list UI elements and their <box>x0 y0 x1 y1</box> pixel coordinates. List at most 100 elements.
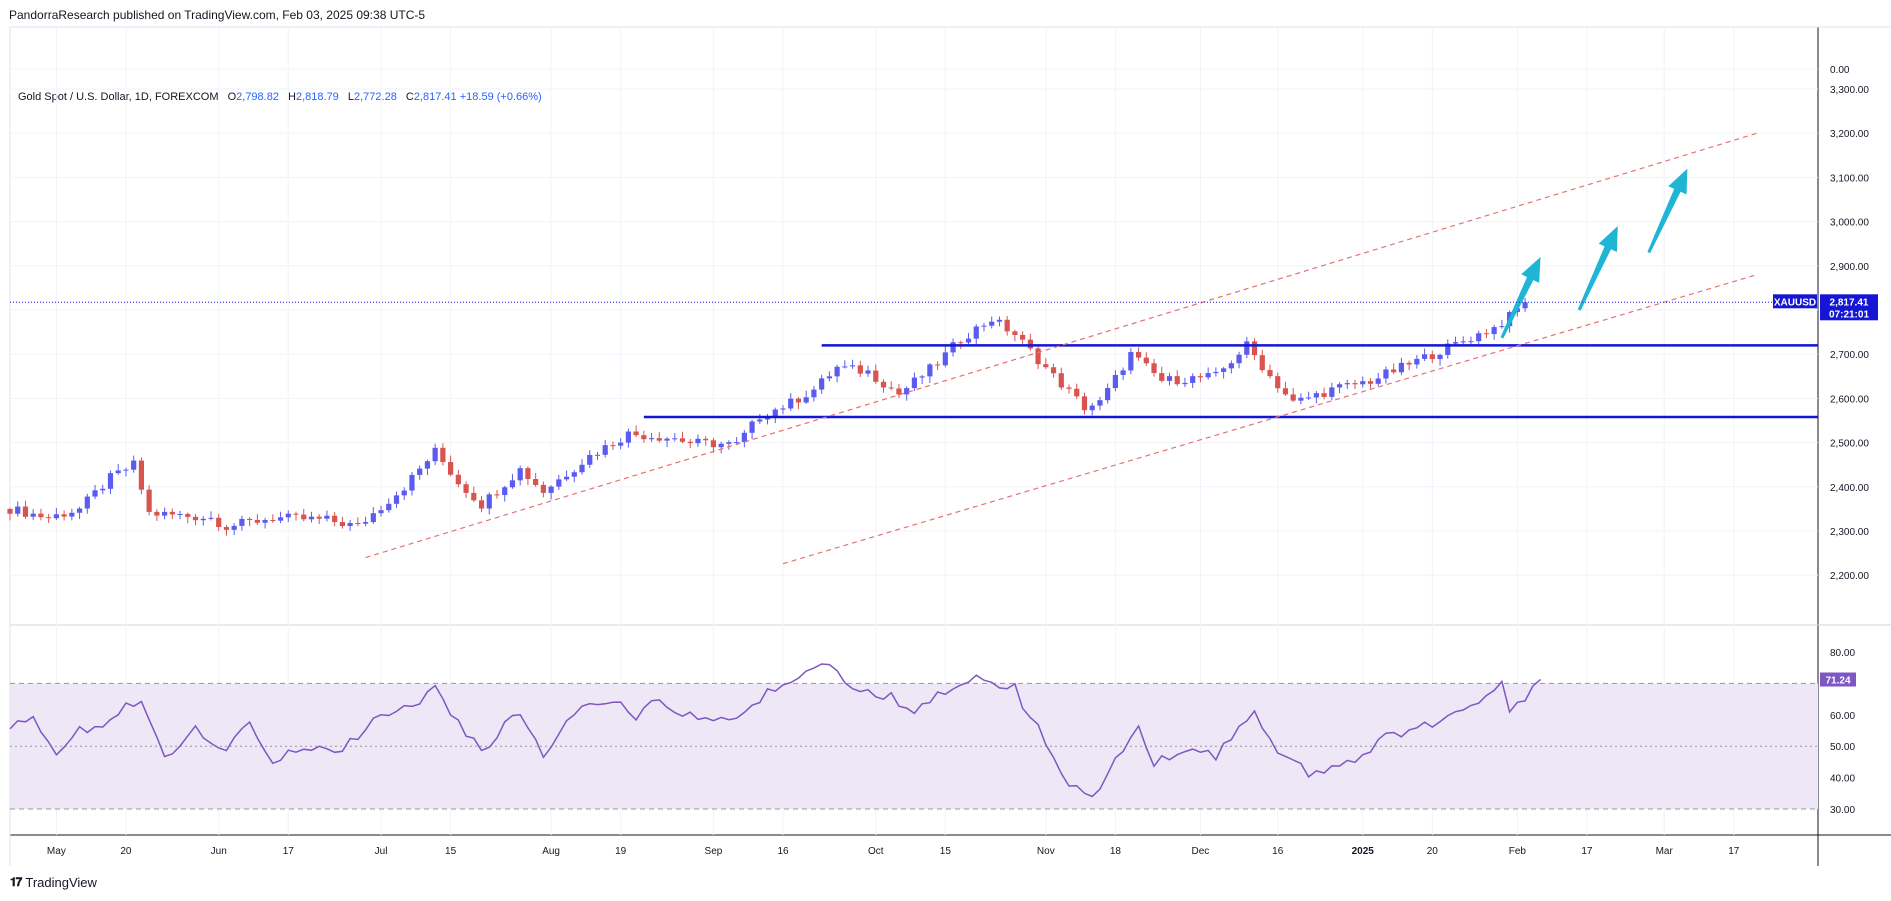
candle-down <box>1483 333 1490 335</box>
candle-up <box>672 438 678 440</box>
candle-down <box>1290 394 1296 401</box>
candle-up <box>625 431 631 443</box>
candle-up <box>1437 354 1443 360</box>
candle-up <box>324 515 330 519</box>
rsi-tick-label: 40.00 <box>1830 774 1855 785</box>
candle-up <box>100 488 106 491</box>
candle-up <box>107 473 114 489</box>
candle-down <box>1251 341 1258 356</box>
candle-down <box>223 527 230 530</box>
candle-up <box>401 490 407 496</box>
candle-up <box>177 513 183 515</box>
candle-up <box>579 464 585 473</box>
candle-up <box>409 474 415 491</box>
price-tick-label: 3,200.00 <box>1830 129 1869 140</box>
candle-up <box>1414 358 1420 365</box>
candle-down <box>471 492 477 501</box>
channel-line <box>782 274 1758 565</box>
time-tick-label: Oct <box>868 846 884 857</box>
candle-up <box>1298 397 1304 401</box>
candle-down <box>1074 388 1080 397</box>
time-tick-label: 17 <box>1581 846 1593 857</box>
candle-up <box>1476 333 1482 342</box>
candle-down <box>7 508 13 514</box>
rsi-tick-label: 80.00 <box>1830 648 1855 659</box>
candle-up <box>1190 376 1196 383</box>
candle-down <box>478 500 485 509</box>
candle-up <box>942 352 948 366</box>
candle-up <box>695 438 701 444</box>
candle-up <box>1491 327 1497 335</box>
candle-up <box>30 513 36 517</box>
candle-down <box>22 506 29 517</box>
change-value: +18.59 (+0.66%) <box>459 91 542 103</box>
candle-up <box>757 419 763 422</box>
candle-up <box>432 447 438 462</box>
candle-down <box>1066 387 1072 389</box>
candle-up <box>162 511 168 516</box>
candle-up <box>842 366 848 368</box>
candle-down <box>293 513 299 515</box>
rsi-tick-label: 50.00 <box>1830 742 1855 753</box>
candle-up <box>208 517 214 519</box>
rsi-tick-label: 30.00 <box>1830 805 1855 816</box>
candle-up <box>92 490 98 497</box>
candle-up <box>548 486 554 493</box>
candle-up <box>764 417 771 420</box>
candle-up <box>989 321 995 326</box>
symbol-badge-text: XAUUSD <box>1774 297 1816 308</box>
candle-up <box>1120 370 1126 375</box>
candle-up <box>69 512 75 517</box>
candle-down <box>1406 362 1412 365</box>
candle-down <box>1267 370 1273 377</box>
candle-up <box>1313 393 1319 398</box>
candle-down <box>332 515 338 523</box>
candle-down <box>1151 363 1157 374</box>
candle-up <box>950 342 956 353</box>
candle-up <box>865 370 871 374</box>
candle-up <box>556 479 562 487</box>
candle-up <box>849 365 856 367</box>
candle-up <box>1460 341 1466 343</box>
time-tick-label: Dec <box>1192 846 1210 857</box>
time-tick-label: 15 <box>940 846 952 857</box>
candle-up <box>1236 354 1242 364</box>
forecast-arrow <box>1647 168 1688 254</box>
candle-down <box>679 438 686 442</box>
candle-up <box>231 525 237 530</box>
candle-down <box>710 440 717 448</box>
candle-up <box>664 438 670 441</box>
candle-up <box>834 366 840 377</box>
candle-down <box>857 365 863 374</box>
forecast-arrow <box>1500 257 1541 339</box>
candle-up <box>819 378 825 390</box>
candle-up <box>1205 373 1211 378</box>
candle-up <box>347 523 353 527</box>
candle-up <box>919 376 925 378</box>
candle-up <box>1499 326 1505 328</box>
candle-down <box>455 474 461 485</box>
rsi-tick-label: 60.00 <box>1830 711 1855 722</box>
candle-up <box>131 460 137 470</box>
candle-down <box>192 516 199 521</box>
candle-up <box>277 517 284 521</box>
candle-down <box>1352 383 1358 385</box>
candle-down <box>1027 339 1033 349</box>
candle-up <box>741 432 747 443</box>
candle-down <box>958 342 964 344</box>
candle-up <box>424 461 431 469</box>
price-tick-label: 2,500.00 <box>1830 439 1869 450</box>
candle-up <box>803 397 809 403</box>
candle-down <box>216 517 222 528</box>
rsi-value-badge <box>1820 672 1856 687</box>
candle-down <box>301 514 307 520</box>
candle-down <box>633 431 639 436</box>
candle-down <box>169 511 175 515</box>
price-tick-label: 0.00 <box>1830 65 1850 76</box>
candle-down <box>687 441 693 444</box>
time-tick-label: 20 <box>120 846 132 857</box>
time-tick-label: Mar <box>1656 846 1674 857</box>
low-label: L <box>347 91 354 103</box>
tradingview-logo-icon: 𝟏𝟕 <box>10 875 22 889</box>
